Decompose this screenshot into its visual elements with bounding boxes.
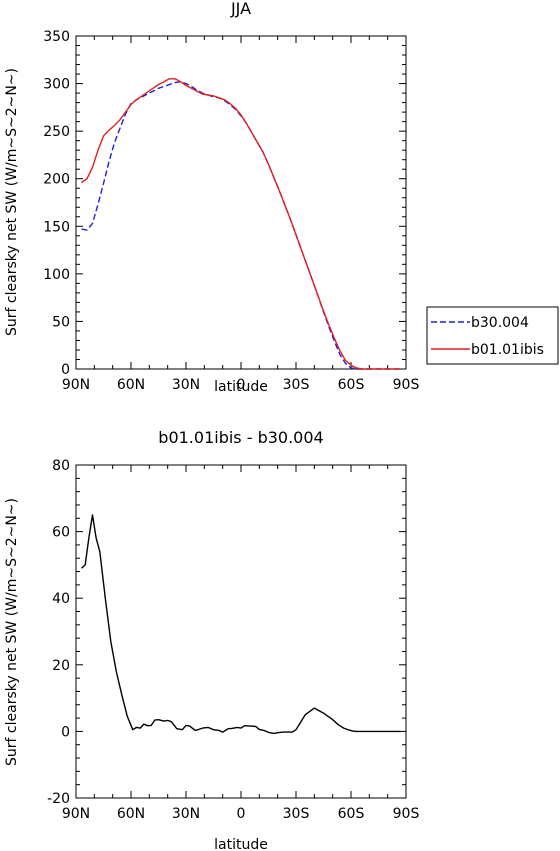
bottom-panel-title: b01.01ibis - b30.004 bbox=[158, 428, 323, 447]
bottom-y-tick-label: 80 bbox=[52, 458, 70, 474]
bottom-y-tick-label: 40 bbox=[52, 591, 70, 607]
bottom-x-tick-label: 0 bbox=[237, 806, 246, 822]
bottom-y-axis-label: Surf clearsky net SW (W/m~S~2~N~) bbox=[4, 498, 20, 766]
bottom-x-tick-label: 30S bbox=[283, 806, 310, 822]
legend-label-b01-01ibis: b01.01ibis bbox=[471, 342, 544, 358]
top-y-tick-label: 50 bbox=[52, 314, 70, 330]
top-series-line-b30-004 bbox=[81, 80, 401, 370]
top-y-tick-label: 300 bbox=[43, 77, 70, 93]
top-y-tick-label: 350 bbox=[43, 29, 70, 45]
bottom-y-tick-label: 60 bbox=[52, 525, 70, 541]
legend-label-b30-004: b30.004 bbox=[471, 315, 529, 331]
top-series-line-b01-01ibis bbox=[81, 78, 401, 370]
top-y-tick-label: 100 bbox=[43, 267, 70, 283]
top-y-tick-label: 250 bbox=[43, 124, 70, 140]
bottom-y-tick-label: 0 bbox=[61, 724, 70, 740]
top-x-axis-label: latitude bbox=[214, 379, 268, 395]
top-x-tick-label: 30S bbox=[283, 377, 310, 393]
top-x-tick-label: 30N bbox=[172, 377, 200, 393]
bottom-y-tick-label: 20 bbox=[52, 658, 70, 674]
bottom-x-tick-label: 60N bbox=[117, 806, 145, 822]
top-x-tick-label: 60N bbox=[117, 377, 145, 393]
bottom-series-line-difference bbox=[81, 514, 401, 735]
bottom-x-tick-label: 60S bbox=[338, 806, 365, 822]
legend-box bbox=[426, 306, 559, 365]
bottom-x-tick-label: 30N bbox=[172, 806, 200, 822]
top-panel-title: JJA bbox=[230, 0, 251, 18]
bottom-x-tick-label: 90S bbox=[393, 806, 420, 822]
top-x-tick-label: 90N bbox=[62, 377, 90, 393]
bottom-plot-frame bbox=[75, 464, 407, 799]
bottom-y-tick-label: -20 bbox=[47, 791, 70, 807]
legend: b30.004 b01.01ibis bbox=[426, 306, 559, 365]
bottom-x-axis-label: latitude bbox=[214, 837, 268, 851]
top-x-tick-label: 90S bbox=[393, 377, 420, 393]
top-plot-frame bbox=[75, 35, 407, 370]
top-y-tick-label: 0 bbox=[61, 362, 70, 378]
top-x-tick-label: 0 bbox=[237, 377, 246, 393]
top-y-axis-label: Surf clearsky net SW (W/m~S~2~N~) bbox=[4, 68, 20, 336]
top-x-tick-label: 60S bbox=[338, 377, 365, 393]
top-y-tick-label: 150 bbox=[43, 219, 70, 235]
top-y-tick-label: 200 bbox=[43, 172, 70, 188]
bottom-x-tick-label: 90N bbox=[62, 806, 90, 822]
